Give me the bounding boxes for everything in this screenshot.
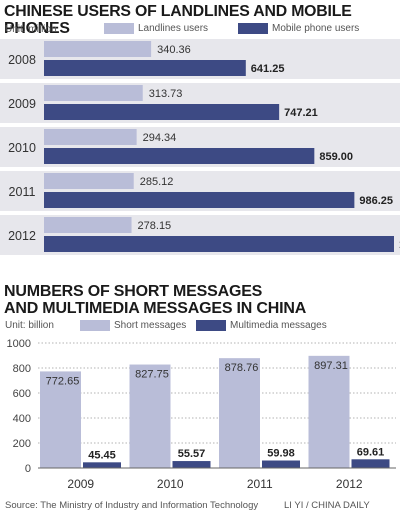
- bar-mms-2010: [172, 461, 211, 468]
- bar-landline-2009: [44, 85, 143, 101]
- category-label-2011: 2011: [9, 185, 36, 199]
- y-tick-400: 400: [13, 413, 31, 425]
- legend-label-sms: Short messages: [114, 320, 187, 331]
- bar-mobile-2009: [44, 104, 280, 120]
- value-sms-2011: 878.76: [225, 362, 259, 374]
- bar-mms-2009: [83, 462, 121, 468]
- bar-landline-2008: [44, 41, 152, 57]
- credit: LI YI / CHINA DAILY: [284, 500, 370, 511]
- legend-label-mms: Multimedia messages: [230, 320, 327, 331]
- category-label-2009: 2009: [8, 97, 36, 111]
- chart2-title-line1: NUMBERS OF SHORT MESSAGES: [4, 283, 263, 300]
- chart2-legend-sms: Short messages: [80, 320, 186, 331]
- bar-mms-2012: [351, 459, 390, 468]
- bar-sms-2011: [219, 358, 260, 468]
- chart2-title: NUMBERS OF SHORT MESSAGES AND MULTIMEDIA…: [4, 283, 306, 317]
- chart2-unit: Unit: billion: [5, 320, 54, 331]
- category-label-2008: 2008: [8, 53, 36, 67]
- value-landline-2008: 340.36: [157, 44, 191, 56]
- legend-swatch-mobile: [238, 23, 268, 34]
- bar-mobile-2008: [44, 60, 246, 76]
- legend-swatch-sms: [80, 320, 110, 331]
- y-tick-800: 800: [13, 363, 31, 375]
- bar-mobile-2010: [44, 148, 315, 164]
- y-tick-1000: 1000: [7, 338, 31, 350]
- bar-sms-2010: [129, 364, 171, 468]
- chart2-title-line2: AND MULTIMEDIA MESSAGES IN CHINA: [4, 300, 307, 317]
- value-mobile-2008: 641.25: [251, 63, 285, 75]
- value-mobile-2010: 859.00: [319, 151, 353, 163]
- bar-sms-2009: [40, 371, 81, 468]
- x-tick-2010: 2010: [157, 477, 184, 491]
- category-label-2010: 2010: [8, 141, 36, 155]
- value-landline-2010: 294.34: [143, 132, 177, 144]
- legend-swatch-landline: [104, 23, 134, 34]
- bar-mms-2011: [262, 460, 300, 468]
- x-tick-2012: 2012: [336, 477, 363, 491]
- value-sms-2012: 897.31: [314, 360, 348, 372]
- legend-label-landline: Landlines users: [138, 23, 209, 34]
- value-mms-2010: 55.57: [178, 448, 206, 460]
- legend-label-mobile: Mobile phone users: [272, 23, 360, 34]
- bar-landline-2012: [44, 217, 132, 233]
- y-tick-200: 200: [13, 438, 31, 450]
- bar-mobile-2012: [44, 236, 394, 252]
- value-mms-2009: 45.45: [88, 449, 116, 461]
- value-mobile-2009: 747.21: [284, 107, 318, 119]
- legend-swatch-mms: [196, 320, 226, 331]
- bar-mobile-2011: [44, 192, 355, 208]
- value-mms-2011: 59.98: [267, 448, 295, 460]
- chart1-title: CHINESE USERS OF LANDLINES AND MOBILE PH…: [4, 3, 352, 37]
- value-mms-2012: 69.61: [357, 446, 385, 458]
- chart1-legend-landline: Landlines users: [104, 23, 208, 34]
- chart2-legend-mms: Multimedia messages: [196, 320, 327, 331]
- chart1-legend-mobile: Mobile phone users: [238, 23, 359, 34]
- source-note: Source: The Ministry of Industry and Inf…: [5, 500, 259, 511]
- value-landline-2012: 278.15: [138, 220, 172, 232]
- bar-landline-2010: [44, 129, 137, 145]
- bar-landline-2011: [44, 173, 134, 189]
- y-tick-0: 0: [25, 463, 31, 475]
- value-landline-2011: 285.12: [140, 176, 174, 188]
- chart1-unit: Unit: million: [5, 24, 57, 35]
- category-label-2012: 2012: [8, 229, 36, 243]
- value-sms-2010: 827.75: [135, 369, 169, 381]
- value-mobile-2011: 986.25: [359, 195, 393, 207]
- y-tick-600: 600: [13, 388, 31, 400]
- x-tick-2011: 2011: [247, 477, 273, 491]
- x-tick-2009: 2009: [67, 477, 94, 491]
- bar-sms-2012: [308, 355, 350, 468]
- value-sms-2009: 772.65: [46, 375, 80, 387]
- value-landline-2009: 313.73: [149, 88, 183, 100]
